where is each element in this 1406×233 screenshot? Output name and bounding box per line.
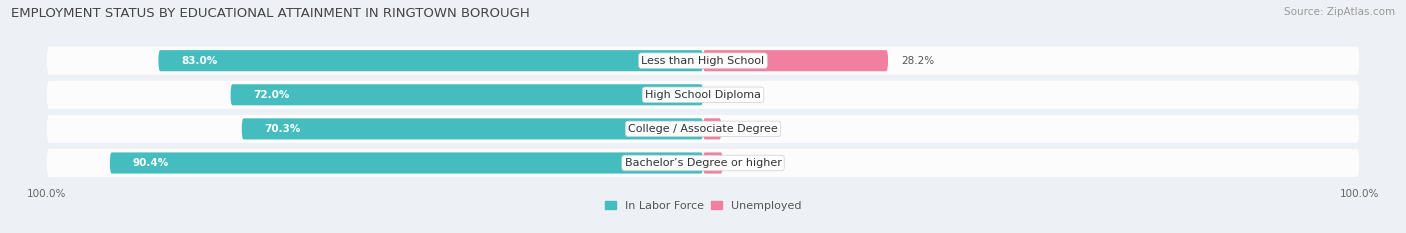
FancyBboxPatch shape [110, 152, 703, 174]
Text: 28.2%: 28.2% [901, 56, 934, 66]
Text: College / Associate Degree: College / Associate Degree [628, 124, 778, 134]
Text: High School Diploma: High School Diploma [645, 90, 761, 100]
Text: 90.4%: 90.4% [132, 158, 169, 168]
Text: Source: ZipAtlas.com: Source: ZipAtlas.com [1284, 7, 1395, 17]
FancyBboxPatch shape [46, 115, 1360, 143]
FancyBboxPatch shape [46, 149, 1360, 177]
FancyBboxPatch shape [242, 118, 703, 140]
FancyBboxPatch shape [703, 118, 721, 140]
FancyBboxPatch shape [46, 81, 1360, 109]
Text: 70.3%: 70.3% [264, 124, 301, 134]
Text: 3.0%: 3.0% [735, 158, 762, 168]
FancyBboxPatch shape [703, 50, 889, 71]
Text: 2.8%: 2.8% [734, 124, 761, 134]
FancyBboxPatch shape [46, 47, 1360, 75]
Text: 72.0%: 72.0% [253, 90, 290, 100]
FancyBboxPatch shape [159, 50, 703, 71]
Text: 83.0%: 83.0% [181, 56, 218, 66]
Text: EMPLOYMENT STATUS BY EDUCATIONAL ATTAINMENT IN RINGTOWN BOROUGH: EMPLOYMENT STATUS BY EDUCATIONAL ATTAINM… [11, 7, 530, 20]
FancyBboxPatch shape [231, 84, 703, 105]
Text: Bachelor’s Degree or higher: Bachelor’s Degree or higher [624, 158, 782, 168]
Legend: In Labor Force, Unemployed: In Labor Force, Unemployed [600, 196, 806, 215]
Text: Less than High School: Less than High School [641, 56, 765, 66]
FancyBboxPatch shape [703, 152, 723, 174]
Text: 0.0%: 0.0% [716, 90, 742, 100]
